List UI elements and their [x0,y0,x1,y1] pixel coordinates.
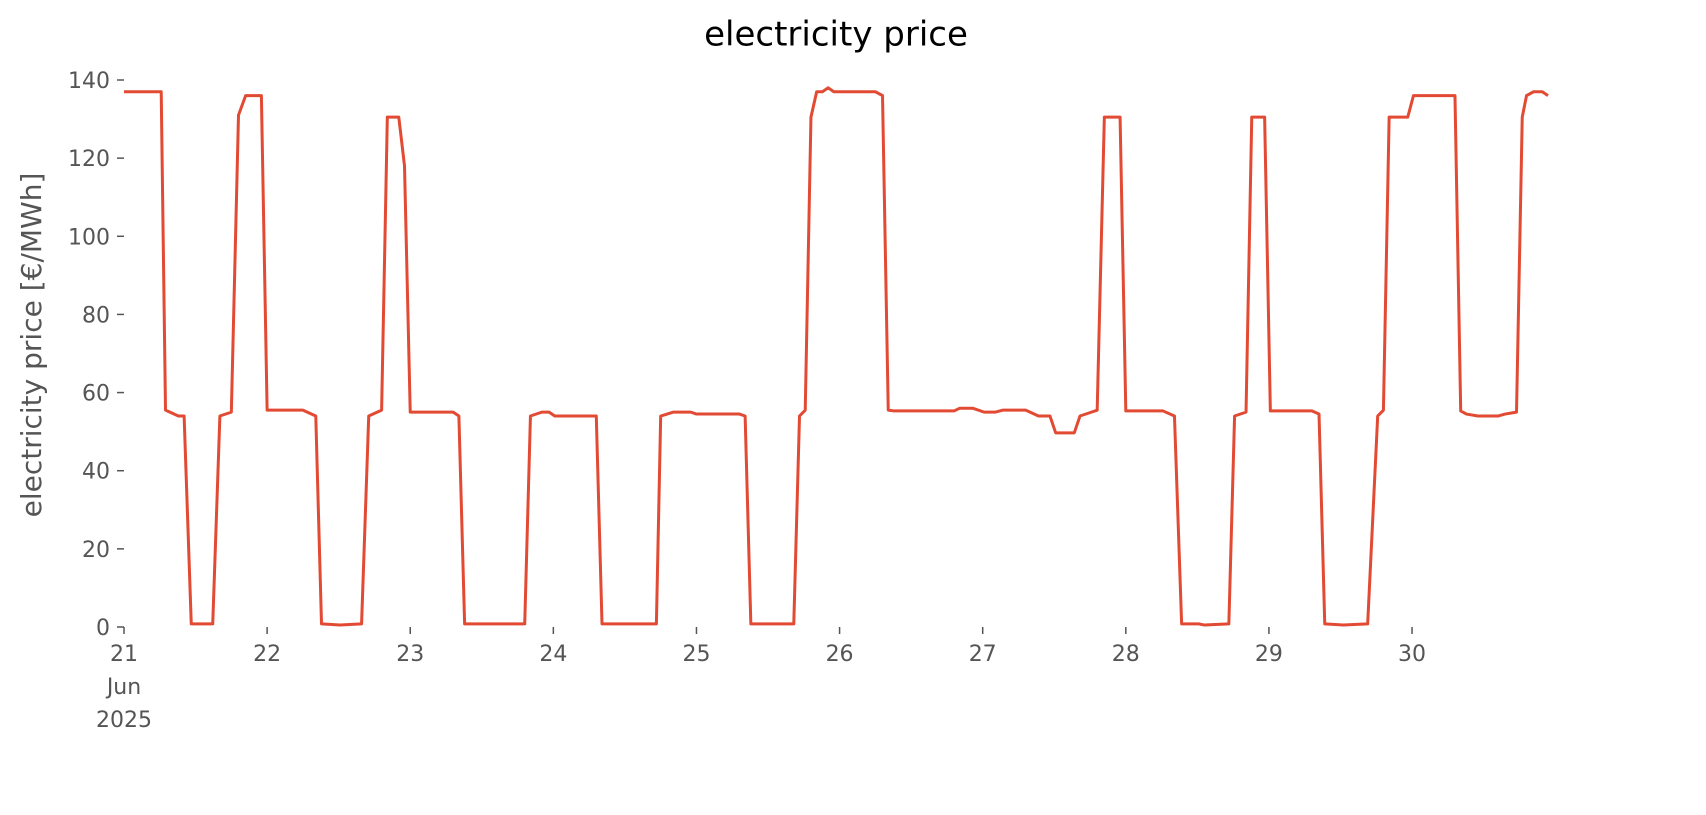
y-tick-label: 0 [96,616,110,641]
y-tick-label: 80 [82,303,110,328]
chart-title: electricity price [704,15,968,55]
y-tick-label: 60 [82,382,110,407]
y-tick-label: 140 [68,69,110,94]
x-tick-label: 27 [969,642,997,667]
x-tick-label: 28 [1112,642,1140,667]
x-tick-label: 26 [826,642,854,667]
x-tick-label: 29 [1255,642,1283,667]
y-axis-label: electricity price [€/MWh] [15,173,48,518]
x-tick-label: 30 [1398,642,1426,667]
y-tick-label: 100 [68,225,110,250]
x-tick-label: 21 Jun 2025 [96,642,152,733]
y-tick-label: 40 [82,460,110,485]
x-tick-label: 23 [396,642,424,667]
y-tick-label: 120 [68,147,110,172]
x-tick-label: 24 [539,642,567,667]
y-tick-label: 20 [82,538,110,563]
x-tick-label: 22 [253,642,281,667]
x-tick-label: 25 [682,642,710,667]
price-line [124,86,1549,627]
